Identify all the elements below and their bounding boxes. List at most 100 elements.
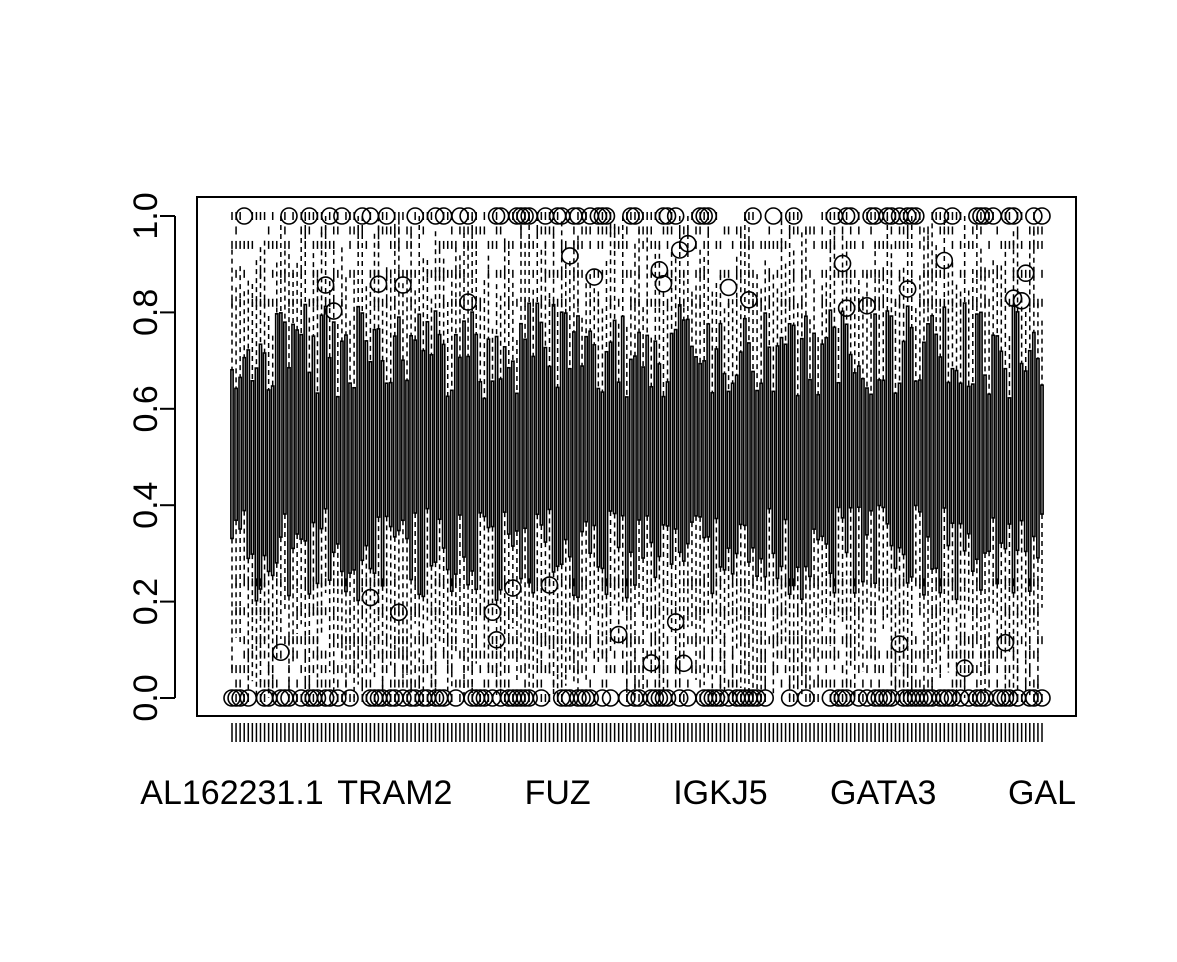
outlier-point — [341, 689, 359, 707]
box-body — [559, 311, 564, 566]
box-body — [352, 386, 357, 571]
box-body — [742, 317, 747, 527]
box — [417, 216, 422, 702]
box-body — [234, 387, 238, 522]
box-body — [730, 382, 735, 575]
box — [630, 212, 648, 707]
box-body — [946, 381, 951, 547]
outlier-point — [841, 207, 860, 225]
box-body — [246, 349, 251, 560]
box — [1036, 226, 1040, 702]
box — [620, 216, 625, 674]
y-tick-label: 0.8 — [127, 289, 165, 336]
box-body — [722, 372, 727, 571]
box-body — [938, 356, 943, 594]
box — [486, 240, 491, 702]
box — [727, 226, 746, 707]
box — [320, 207, 339, 707]
box-body — [962, 302, 967, 552]
y-tick-label: 0.2 — [127, 578, 165, 625]
box-body — [348, 382, 352, 574]
outlier-point — [447, 689, 465, 707]
box-body — [767, 346, 772, 510]
box-body — [836, 381, 841, 509]
box-body — [987, 393, 992, 553]
box-body — [466, 355, 470, 586]
box-body — [954, 369, 959, 601]
box — [426, 207, 445, 707]
box — [319, 212, 324, 702]
box — [304, 212, 323, 707]
box-body — [547, 365, 552, 511]
box-body — [942, 306, 947, 509]
box-body — [474, 333, 479, 591]
box-body — [1019, 362, 1024, 522]
box — [235, 207, 254, 702]
box-body — [641, 366, 646, 559]
box-body — [449, 389, 454, 592]
box — [890, 207, 909, 702]
outlier-point — [837, 689, 856, 707]
outlier-point — [361, 588, 380, 607]
outlier-point — [1033, 689, 1051, 707]
box-body — [372, 328, 377, 574]
box — [666, 207, 685, 688]
box — [239, 240, 258, 707]
box-body — [852, 372, 857, 594]
outlier-point — [870, 689, 888, 707]
box-body — [816, 393, 821, 541]
box-body — [698, 362, 703, 518]
box — [377, 207, 396, 702]
box-body — [856, 365, 861, 509]
box-body — [702, 360, 707, 539]
box — [783, 240, 788, 674]
box-body — [319, 314, 324, 530]
outlier-point — [394, 689, 412, 707]
box — [808, 226, 812, 702]
box-body — [282, 321, 287, 515]
box-body — [694, 356, 698, 517]
box-body — [665, 381, 670, 527]
box-body — [360, 312, 365, 562]
box — [231, 212, 249, 707]
box-body — [307, 371, 312, 595]
box-body — [791, 324, 796, 587]
outlier-point — [520, 689, 538, 707]
box — [502, 238, 507, 702]
box — [730, 240, 735, 702]
box — [852, 240, 857, 698]
outlier-point — [235, 207, 254, 225]
box — [779, 212, 784, 688]
box-body — [417, 313, 422, 596]
y-axis: 0.0 0.2 0.4 0.6 0.8 1.0 — [127, 192, 176, 722]
box-body — [901, 340, 906, 556]
box-body — [677, 304, 682, 554]
box — [223, 212, 241, 707]
outlier-point — [394, 276, 412, 294]
outlier-point — [911, 689, 929, 707]
outlier-point — [650, 689, 669, 707]
box — [254, 212, 259, 698]
box-body — [392, 335, 397, 538]
box-body — [506, 366, 511, 535]
box — [356, 216, 361, 685]
box — [740, 212, 758, 707]
outlier-point — [487, 207, 506, 225]
outlier-point — [1004, 207, 1023, 225]
box — [825, 207, 844, 702]
box-body — [588, 330, 593, 554]
box — [447, 240, 465, 707]
box — [988, 226, 1007, 707]
outlier-point — [670, 689, 689, 707]
box-body — [860, 377, 865, 583]
box — [300, 207, 319, 707]
box-body — [637, 331, 641, 521]
box-body — [991, 334, 996, 519]
box — [694, 226, 698, 702]
box — [935, 220, 954, 707]
box-body — [824, 336, 829, 545]
box-body — [706, 323, 711, 538]
box-body — [612, 319, 617, 515]
outlier-point — [890, 635, 909, 653]
